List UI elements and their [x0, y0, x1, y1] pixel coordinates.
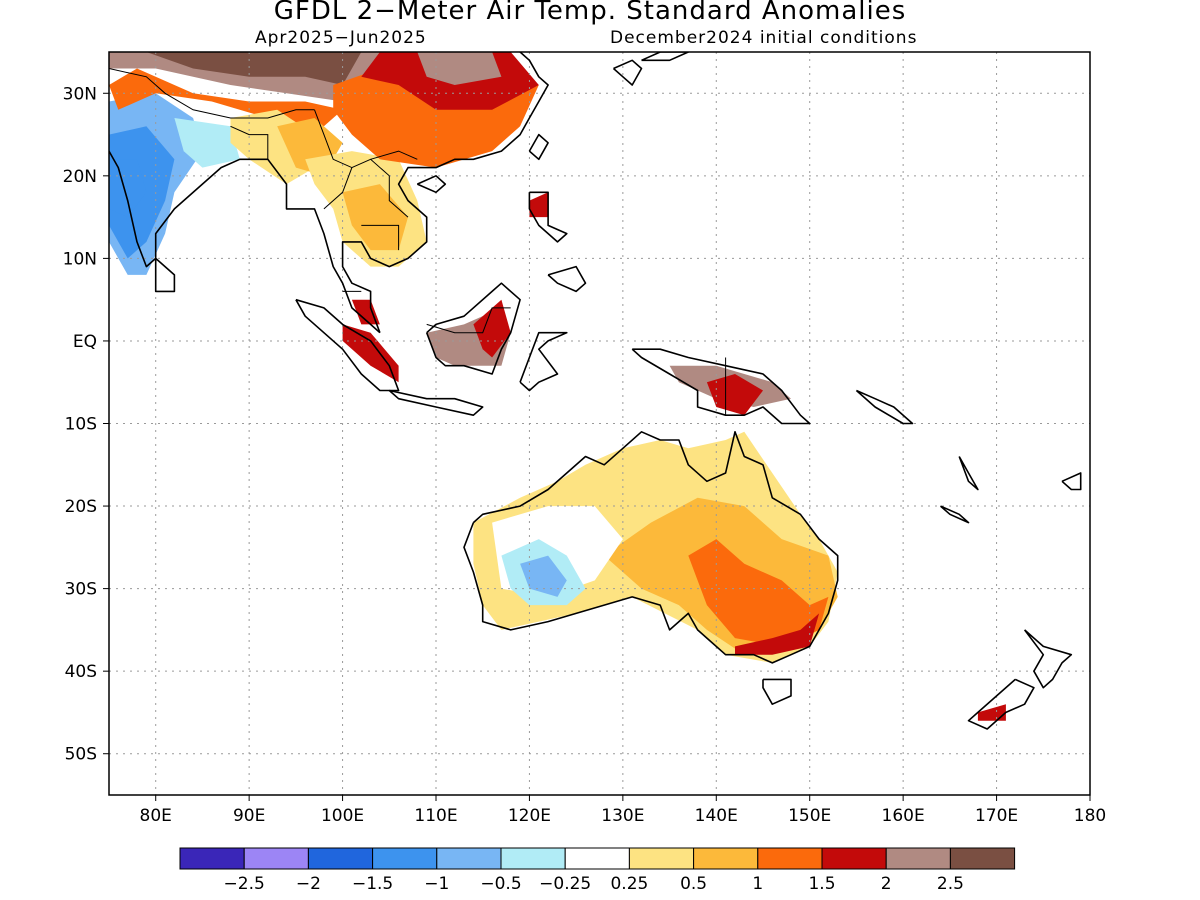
legend-swatch	[500, 847, 566, 870]
coastline-solomons	[855, 389, 914, 425]
coastline-nz-north	[1023, 629, 1073, 689]
border-bangladesh	[230, 125, 269, 160]
anomaly-region-india-strong	[109, 159, 147, 218]
lon-tick-label: 100E	[321, 806, 364, 826]
legend-swatch	[179, 847, 245, 870]
anomaly-region-newguinea-red	[706, 374, 763, 416]
coastline-mindanao	[547, 265, 587, 293]
lon-tick-label: 80E	[140, 806, 172, 826]
lon-tick-label: 90E	[233, 806, 265, 826]
border-himalaya	[109, 68, 315, 119]
lat-tick-label: 20S	[65, 497, 97, 517]
legend-label: −0.5	[480, 874, 521, 894]
coastline-tasmania	[762, 678, 792, 706]
coastline-borneo	[425, 282, 521, 375]
anomaly-region-china-brown	[417, 52, 502, 85]
lat-tick-label: 30S	[65, 580, 97, 600]
legend-label: 1.5	[808, 874, 835, 894]
anomaly-region-aus-west-blue	[520, 555, 567, 597]
anomaly-region-aus-deep-orange	[688, 539, 829, 647]
legend-swatch	[307, 847, 374, 870]
lon-tick-label: 160E	[882, 806, 925, 826]
legend-swatch	[885, 847, 951, 870]
legend-label: 2	[881, 874, 892, 894]
anomaly-region-indochina-orange	[342, 184, 408, 251]
coastlines	[109, 52, 1082, 730]
legend-swatch	[564, 847, 630, 870]
anomaly-region-malaya-red	[351, 299, 380, 325]
coastline-india-coast	[109, 150, 381, 334]
anomaly-region-philippines-red	[529, 192, 549, 218]
legend-label: 1	[752, 874, 763, 894]
lon-tick-label: 120E	[508, 806, 551, 826]
coastline-japan-honshu	[641, 52, 690, 62]
coastline-sulawesi	[519, 331, 568, 392]
forecast-period: Apr2025−Jun2025	[255, 28, 427, 48]
legend-swatch	[372, 847, 438, 870]
legend-label: −2	[296, 874, 321, 894]
lat-tick-label: 20N	[63, 167, 97, 187]
coastline-indochina-coast	[341, 52, 549, 333]
legend-label: 2.5	[937, 874, 964, 894]
lon-tick-label: 140E	[695, 806, 738, 826]
color-legend: −2.5 −2 −1.5 −1 −0.5 −0.25 0.25 0.5 1 1.5 2 2.5	[179, 847, 1016, 894]
legend-swatch	[436, 847, 502, 870]
axis-ticks: 80E 90E 100E 110E 120E 130E 140E 150E 160E 170E 18…	[63, 84, 1107, 826]
anomaly-region-india-edge	[174, 118, 240, 168]
coastline-vanuatu	[958, 456, 979, 491]
border-china-vietnam	[370, 150, 418, 160]
legend-label: −1	[424, 874, 449, 894]
map-title: GFDL 2−Meter Air Temp. Standard Anomalie…	[273, 0, 907, 26]
coastline-hainan	[416, 175, 447, 194]
legend-swatch	[949, 847, 1016, 870]
legend-label: 0.25	[610, 874, 648, 894]
legend-label: −0.25	[539, 874, 591, 894]
coastline-sri-lanka	[154, 257, 176, 293]
legend-label: −1.5	[352, 874, 393, 894]
lat-tick-label: EQ	[73, 332, 97, 352]
legend-swatch	[693, 847, 759, 870]
anomaly-region-himalaya-orange	[109, 68, 343, 127]
coastline-java	[388, 389, 484, 417]
anomaly-region-tibet-dark	[146, 52, 362, 85]
coastline-taiwan	[528, 133, 549, 161]
legend-label: 0.5	[680, 874, 707, 894]
border-laos	[351, 158, 409, 218]
legend-swatch	[821, 847, 887, 870]
border-borneo	[426, 307, 511, 334]
lon-tick-label: 180	[1074, 806, 1106, 826]
lon-tick-label: 170E	[975, 806, 1018, 826]
legend-label: −2.5	[224, 874, 265, 894]
lon-tick-label: 130E	[601, 806, 644, 826]
lat-tick-label: 10S	[65, 415, 97, 435]
coastline-sumatra	[295, 298, 400, 392]
lat-tick-label: 40S	[65, 662, 97, 682]
initial-conditions: December2024 initial conditions	[610, 28, 918, 48]
coastline-luzon	[528, 191, 568, 243]
anomaly-region-nz-red	[977, 704, 1006, 721]
lat-tick-label: 50S	[65, 745, 97, 765]
coastline-japan-kyushu	[612, 59, 643, 86]
coastline-new-guinea	[631, 348, 811, 425]
coastline-fiji	[1061, 472, 1082, 491]
lon-tick-label: 110E	[414, 806, 457, 826]
legend-swatch	[243, 847, 309, 870]
legend-swatch	[757, 847, 823, 870]
border-myanmar	[314, 109, 353, 210]
legend-swatch	[628, 847, 695, 870]
border-cambodia	[361, 224, 400, 251]
lon-tick-label: 150E	[788, 806, 831, 826]
anomaly-region-borneo-red	[473, 299, 511, 358]
anomaly-region-aus-red-se	[735, 613, 820, 655]
coastline-australia	[463, 430, 839, 664]
lat-tick-label: 30N	[63, 84, 97, 104]
anomaly-region-sumatra-red	[342, 324, 399, 383]
lat-tick-label: 10N	[63, 249, 97, 269]
coastline-nz-south	[967, 678, 1035, 730]
coastline-new-caledonia	[939, 505, 970, 524]
anomaly-fill-layer	[109, 52, 1006, 721]
